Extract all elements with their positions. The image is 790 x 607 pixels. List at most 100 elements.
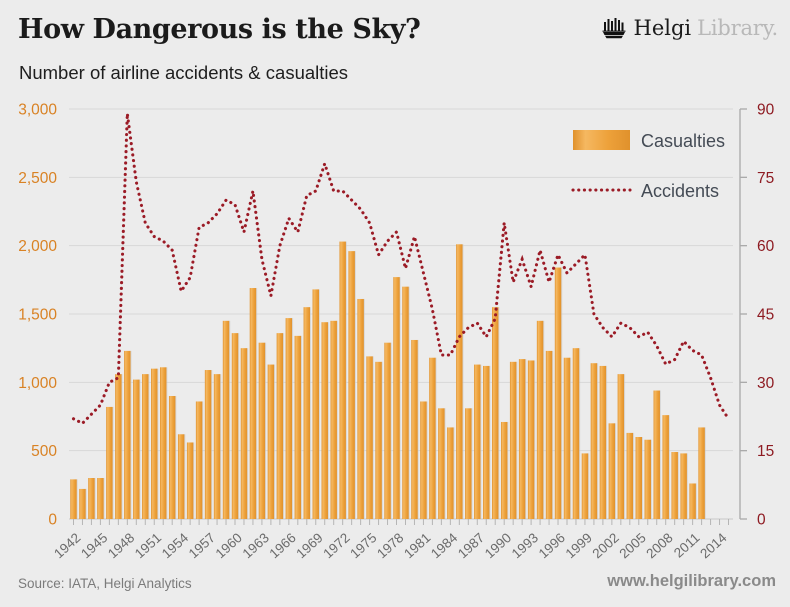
- bar: [698, 427, 705, 519]
- bar: [303, 307, 311, 519]
- x-axis-tick: 2005: [616, 530, 648, 561]
- x-axis-tick: 2008: [643, 530, 675, 561]
- x-axis-tick: 1951: [132, 530, 164, 561]
- x-axis-tick: 1963: [240, 530, 272, 561]
- brand-logo: Helgi Library.: [602, 16, 778, 40]
- bar: [545, 350, 553, 519]
- bar: [276, 333, 284, 519]
- bar: [393, 277, 400, 519]
- bar: [671, 452, 678, 519]
- site-url: www.helgilibrary.com: [607, 572, 776, 590]
- bar: [563, 357, 571, 519]
- y-axis-right-tick: 0: [757, 512, 766, 529]
- bar: [267, 364, 275, 519]
- chart-header: How Dangerous is the Sky? Number of airl…: [0, 0, 790, 96]
- bar: [177, 434, 185, 519]
- x-axis-tick: 1978: [374, 530, 406, 561]
- bar: [536, 320, 544, 519]
- x-axis-tick: 1948: [105, 530, 137, 561]
- bar: [500, 421, 508, 519]
- bar: [339, 241, 346, 519]
- bar: [680, 453, 687, 519]
- page-title: How Dangerous is the Sky?: [18, 14, 421, 45]
- bar: [590, 363, 598, 519]
- bar: [222, 320, 230, 519]
- y-axis-right-tick: 15: [757, 443, 774, 460]
- y-axis-right-tick: 45: [757, 307, 774, 324]
- x-axis-tick: 1984: [428, 530, 461, 562]
- x-axis-tick: 1957: [186, 530, 218, 561]
- bar: [626, 432, 634, 519]
- y-axis-left-tick: 1,500: [18, 307, 57, 324]
- bar: [204, 370, 212, 519]
- bar: [240, 348, 248, 519]
- bar: [142, 374, 149, 519]
- x-axis-tick: 1999: [563, 530, 595, 561]
- y-axis-right: 0 15 30 45 60 75 90: [739, 102, 775, 529]
- bar: [653, 390, 660, 519]
- x-axis-tick: 1942: [51, 530, 83, 561]
- bar: [312, 289, 319, 519]
- bar: [159, 367, 167, 519]
- chart-legend: Casualties Accidents: [571, 130, 725, 201]
- bar: [213, 374, 221, 519]
- bar: [411, 339, 418, 519]
- bar: [465, 408, 472, 519]
- helgi-bars-logo-icon: [602, 18, 626, 39]
- x-axis: 1942194519481951195419571960196319661969…: [51, 519, 730, 561]
- bar: [133, 379, 140, 519]
- bar: [348, 251, 355, 519]
- bar: [285, 318, 293, 519]
- bar: [518, 359, 526, 519]
- bar: [79, 488, 86, 519]
- bar: [195, 401, 203, 519]
- bar: [447, 427, 454, 519]
- chart-subtitle: Number of airline accidents & casualties: [19, 62, 349, 83]
- bar: [635, 437, 643, 519]
- legend-swatch-casualties: [573, 130, 630, 150]
- chart-footer: Source: IATA, Helgi Analytics www.helgil…: [0, 567, 790, 607]
- bar: [483, 365, 490, 519]
- bar: [258, 342, 266, 519]
- brand-name-secondary: Library.: [697, 15, 778, 40]
- x-axis-tick: 1960: [213, 530, 245, 561]
- accidents-dotted-path: [71, 113, 731, 426]
- bar: [70, 479, 77, 519]
- x-axis-tick: 1975: [347, 530, 379, 561]
- bar: [572, 348, 580, 519]
- bar: [402, 286, 409, 519]
- bar: [321, 322, 328, 519]
- bar: [662, 415, 669, 519]
- y-axis-left: 0 500 1,000 1,500 2,000 2,500 3,000: [18, 102, 57, 529]
- bar: [384, 342, 391, 519]
- x-axis-tick: 1996: [536, 530, 568, 561]
- y-axis-left-tick: 500: [31, 443, 57, 460]
- bar: [527, 360, 535, 519]
- x-axis-tick: 1981: [401, 530, 433, 561]
- bar: [366, 356, 373, 519]
- bar: [88, 478, 95, 519]
- bar: [294, 335, 302, 519]
- bar: [330, 320, 337, 519]
- bar: [554, 267, 562, 519]
- y-axis-right-tick: 30: [757, 375, 775, 392]
- x-axis-tick: 1954: [159, 530, 192, 562]
- x-axis-tick: 1966: [266, 530, 298, 561]
- x-axis-tick: 1990: [482, 530, 514, 561]
- line-series-accidents: [71, 113, 731, 426]
- bar: [168, 396, 176, 519]
- x-axis-tick: 2014: [697, 530, 730, 562]
- y-axis-right-tick: 60: [757, 238, 775, 255]
- bar: [249, 288, 257, 519]
- bar: [581, 453, 589, 519]
- bar: [231, 333, 239, 519]
- y-axis-left-tick: 3,000: [18, 102, 57, 119]
- x-axis-tick: 1993: [509, 530, 541, 561]
- x-axis-tick: 2011: [671, 530, 703, 561]
- bar: [617, 374, 625, 519]
- bar: [689, 483, 696, 519]
- legend-label-casualties: Casualties: [641, 131, 725, 151]
- bar: [97, 478, 104, 519]
